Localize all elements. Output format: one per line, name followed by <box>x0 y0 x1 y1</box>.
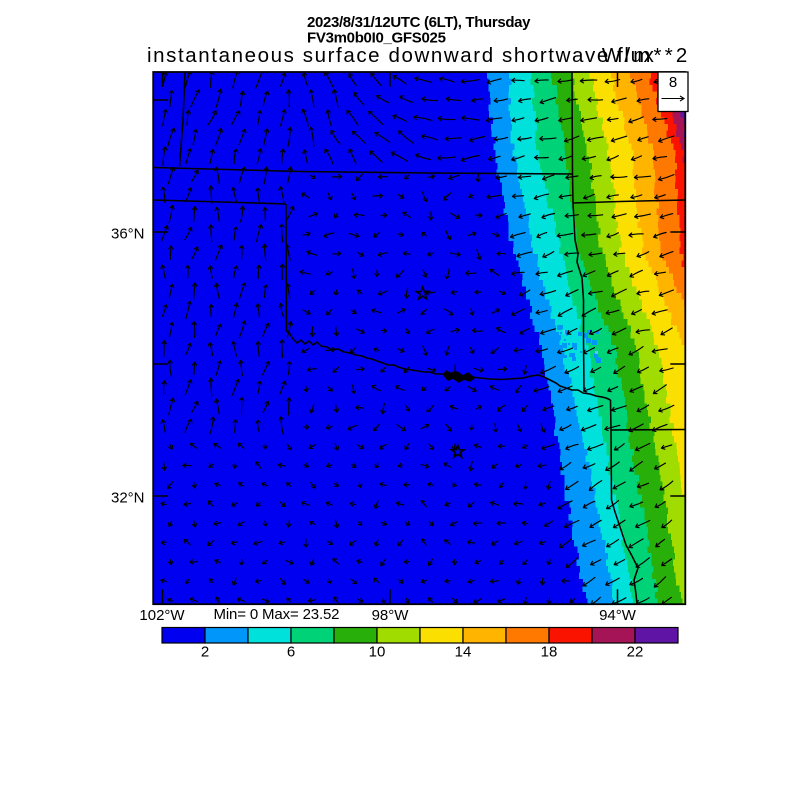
svg-text:8: 8 <box>669 74 677 91</box>
svg-text:Min= 0 Max= 23.52: Min= 0 Max= 23.52 <box>214 606 340 623</box>
svg-text:22: 22 <box>627 644 644 661</box>
svg-text:98°W: 98°W <box>372 607 410 624</box>
svg-text:W/m**2: W/m**2 <box>602 44 691 67</box>
svg-text:36°N: 36°N <box>111 225 145 242</box>
svg-text:14: 14 <box>455 644 472 661</box>
svg-text:18: 18 <box>541 644 558 661</box>
svg-text:instantaneous surface downward: instantaneous surface downward shortwave… <box>147 44 655 67</box>
svg-text:2: 2 <box>201 644 209 661</box>
svg-text:102°W: 102°W <box>139 607 185 624</box>
svg-text:2023/8/31/12UTC (6LT), Thursda: 2023/8/31/12UTC (6LT), Thursday <box>307 14 531 31</box>
svg-text:10: 10 <box>369 644 386 661</box>
svg-text:6: 6 <box>287 644 295 661</box>
svg-text:32°N: 32°N <box>111 489 145 506</box>
svg-text:FV3m0b0I0_GFS025: FV3m0b0I0_GFS025 <box>307 30 446 47</box>
svg-text:94°W: 94°W <box>599 607 637 624</box>
